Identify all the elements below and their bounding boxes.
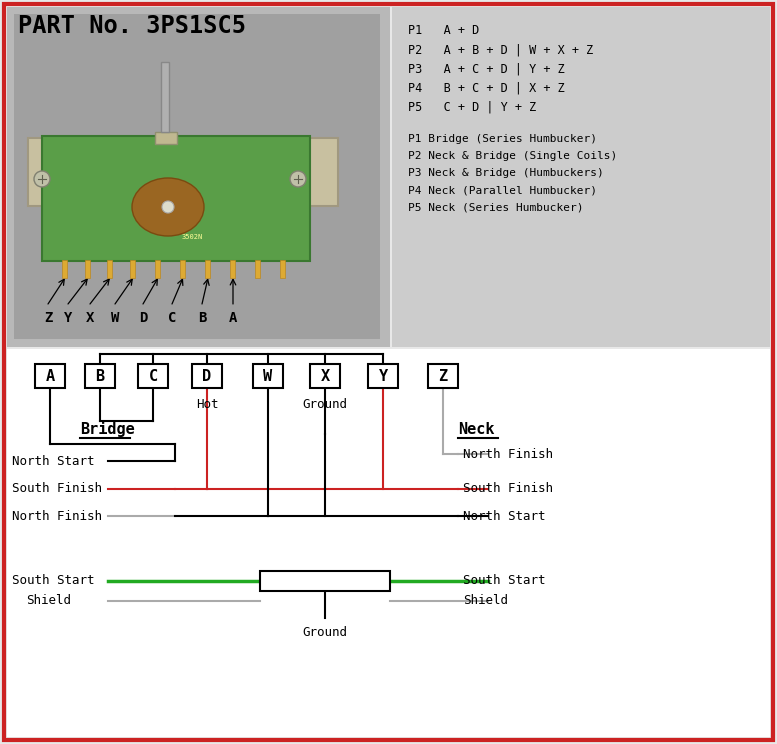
Bar (155, 260, 160, 278)
Bar (62, 260, 67, 278)
Text: North Finish: North Finish (463, 447, 553, 461)
Text: P1 Bridge (Series Humbucker): P1 Bridge (Series Humbucker) (408, 134, 597, 144)
Text: South Finish: South Finish (463, 483, 553, 496)
Bar (85, 364, 115, 388)
Bar (7, 349, 770, 737)
Text: P2   A + B + D | W + X + Z: P2 A + B + D | W + X + Z (408, 43, 594, 56)
Text: North Finish: North Finish (12, 510, 102, 522)
Bar (205, 260, 210, 278)
Bar (28, 138, 338, 206)
Text: Z: Z (44, 311, 52, 325)
Text: Z: Z (438, 368, 448, 383)
Text: P4 Neck (Parallel Humbucker): P4 Neck (Parallel Humbucker) (408, 185, 597, 195)
Text: South Start: South Start (12, 574, 95, 588)
Text: P4   B + C + D | X + Z: P4 B + C + D | X + Z (408, 81, 565, 94)
Text: Neck: Neck (458, 422, 494, 437)
Bar (42, 136, 310, 261)
Text: 3502N: 3502N (181, 234, 203, 240)
Bar (428, 364, 458, 388)
Text: North Start: North Start (12, 455, 95, 467)
Text: Y: Y (64, 311, 72, 325)
Text: X: X (85, 311, 94, 325)
Bar (95, 170, 265, 192)
Bar (192, 364, 222, 388)
Text: P1   A + D: P1 A + D (408, 24, 479, 37)
Text: P2 Neck & Bridge (Single Coils): P2 Neck & Bridge (Single Coils) (408, 151, 617, 161)
Text: D: D (139, 311, 147, 325)
Bar (7, 7, 390, 347)
Bar (14, 14, 380, 339)
Text: Ground: Ground (302, 626, 347, 639)
Bar (255, 260, 260, 278)
Bar (130, 260, 135, 278)
Ellipse shape (132, 178, 204, 236)
Bar (35, 364, 65, 388)
Text: X: X (320, 368, 329, 383)
Text: A: A (45, 368, 54, 383)
Bar (253, 364, 283, 388)
Text: W: W (263, 368, 273, 383)
Text: South Start: South Start (463, 574, 545, 588)
Bar (280, 260, 285, 278)
Text: North Start: North Start (463, 510, 545, 522)
Text: South Finish: South Finish (12, 483, 102, 496)
Bar (392, 7, 770, 347)
Text: Bridge: Bridge (80, 421, 134, 437)
Text: PART No. 3PS1SC5: PART No. 3PS1SC5 (18, 14, 246, 38)
Text: C: C (168, 311, 176, 325)
Text: Shield: Shield (26, 594, 71, 608)
Text: W: W (111, 311, 119, 325)
Text: Hot: Hot (196, 397, 218, 411)
Bar (155, 132, 177, 144)
Bar (368, 364, 398, 388)
Bar (85, 260, 90, 278)
Circle shape (162, 201, 174, 213)
Bar (230, 260, 235, 278)
Text: Y: Y (378, 368, 388, 383)
Text: P3   A + C + D | Y + Z: P3 A + C + D | Y + Z (408, 62, 565, 75)
Circle shape (34, 171, 50, 187)
Bar (161, 62, 169, 132)
Text: B: B (96, 368, 105, 383)
Text: D: D (203, 368, 211, 383)
Text: Shield: Shield (463, 594, 508, 608)
Text: B: B (198, 311, 206, 325)
Text: P5   C + D | Y + Z: P5 C + D | Y + Z (408, 100, 536, 113)
Bar (260, 571, 390, 591)
Text: P3 Neck & Bridge (Humbuckers): P3 Neck & Bridge (Humbuckers) (408, 168, 604, 178)
Bar (138, 364, 168, 388)
Text: Ground: Ground (302, 397, 347, 411)
Bar (180, 260, 185, 278)
Bar (107, 260, 112, 278)
Text: P5 Neck (Series Humbucker): P5 Neck (Series Humbucker) (408, 202, 584, 212)
Circle shape (290, 171, 306, 187)
Text: A: A (228, 311, 237, 325)
Text: C: C (148, 368, 158, 383)
Bar (310, 364, 340, 388)
